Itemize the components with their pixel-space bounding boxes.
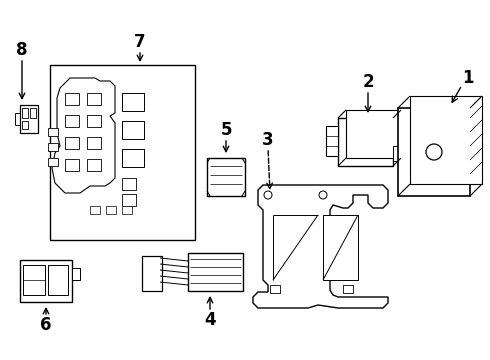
Bar <box>20 105 38 133</box>
Bar <box>65 159 79 171</box>
Bar <box>22 108 28 118</box>
Circle shape <box>426 144 442 160</box>
Circle shape <box>264 191 272 199</box>
Bar <box>50 65 195 240</box>
Bar <box>122 178 136 190</box>
Polygon shape <box>253 185 388 308</box>
Bar <box>122 206 132 214</box>
Bar <box>87 93 101 105</box>
Bar <box>122 121 144 139</box>
Bar <box>207 158 245 196</box>
Bar <box>270 285 280 293</box>
Bar <box>65 115 79 127</box>
Bar <box>22 121 28 129</box>
Bar <box>48 265 68 295</box>
Bar <box>410 96 482 184</box>
Text: 2: 2 <box>362 73 374 91</box>
Bar <box>48 158 58 166</box>
Bar <box>72 268 80 280</box>
Bar <box>90 206 100 214</box>
Text: 5: 5 <box>220 121 232 139</box>
Bar <box>393 146 405 161</box>
Bar <box>20 260 72 302</box>
Text: 1: 1 <box>462 69 474 87</box>
Text: 6: 6 <box>40 316 52 334</box>
Text: 3: 3 <box>262 131 274 149</box>
Polygon shape <box>52 78 115 193</box>
Bar <box>323 215 358 280</box>
Bar <box>343 285 353 293</box>
Bar <box>23 265 45 295</box>
Bar <box>65 93 79 105</box>
Bar <box>30 108 36 118</box>
Bar <box>398 108 470 196</box>
Bar <box>326 126 338 156</box>
Bar <box>122 194 136 206</box>
Bar <box>122 93 144 111</box>
Text: 7: 7 <box>134 33 146 51</box>
Bar <box>87 115 101 127</box>
Text: 4: 4 <box>204 311 216 329</box>
Bar <box>87 159 101 171</box>
Bar <box>338 118 393 166</box>
Text: 8: 8 <box>16 41 28 59</box>
Bar <box>48 143 58 151</box>
Bar <box>188 253 243 291</box>
Bar <box>48 128 58 136</box>
Bar <box>346 110 401 158</box>
Bar <box>142 256 162 291</box>
Bar <box>65 137 79 149</box>
Bar <box>122 149 144 167</box>
Bar <box>106 206 116 214</box>
Circle shape <box>319 191 327 199</box>
Bar <box>87 137 101 149</box>
